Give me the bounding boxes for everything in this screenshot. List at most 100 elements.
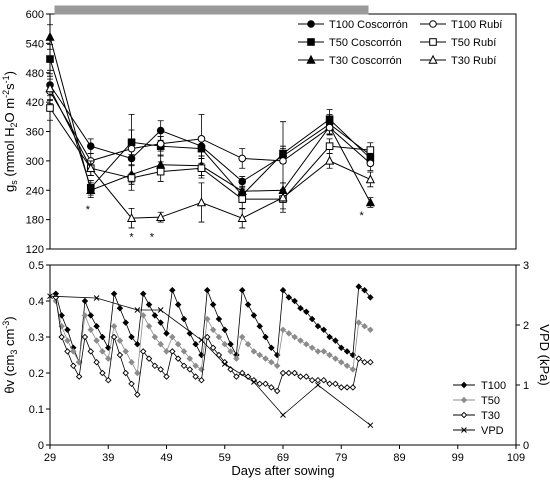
series-gs-4 <box>46 95 375 210</box>
data-point <box>238 154 247 163</box>
data-point <box>157 366 164 373</box>
data-point <box>279 157 287 165</box>
data-point <box>244 301 252 308</box>
data-point <box>180 315 188 323</box>
data-point <box>237 212 247 222</box>
data-point <box>128 380 135 388</box>
data-point <box>291 333 298 341</box>
data-point <box>81 333 89 341</box>
data-point <box>156 126 165 135</box>
y2-tick-label: 2 <box>523 320 529 332</box>
data-point <box>355 355 362 362</box>
data-point <box>343 362 351 370</box>
series-moisture-1 <box>52 297 374 377</box>
y-axis-label-part: 3 <box>9 350 19 355</box>
data-point <box>75 373 83 380</box>
data-point <box>326 351 333 359</box>
data-point <box>47 293 53 300</box>
y-axis-label-part: s <box>2 83 17 90</box>
data-point <box>87 312 95 319</box>
data-point <box>122 348 129 355</box>
data-point <box>332 355 339 362</box>
y-tick-label: 420 <box>26 97 44 109</box>
series-gs-1 <box>46 43 375 203</box>
legend-marker <box>428 54 438 64</box>
data-point <box>326 333 333 341</box>
data-point <box>93 358 100 366</box>
data-point <box>174 355 182 362</box>
data-point <box>250 348 258 355</box>
data-point <box>204 333 211 341</box>
x-axis-label: Days after sowing <box>231 463 334 478</box>
data-point <box>209 326 217 334</box>
y2-tick-label: 3 <box>523 260 529 272</box>
data-point <box>325 123 334 132</box>
data-point <box>180 348 188 355</box>
y-tick-label: 0.2 <box>29 368 44 380</box>
y-tick-label: 360 <box>26 127 44 139</box>
data-point <box>163 373 170 380</box>
data-point <box>105 355 112 362</box>
data-point <box>268 344 275 352</box>
data-point <box>297 337 304 344</box>
data-point <box>320 376 328 384</box>
y-axis-label-part: ) <box>2 316 17 320</box>
legend: T100 Coscorrón T50 Coscorrón T30 Coscorrón… <box>298 19 502 67</box>
data-point <box>139 290 147 298</box>
x-tick-label: 99 <box>452 452 464 464</box>
legend-marker <box>429 20 437 28</box>
data-point <box>308 344 316 352</box>
data-point <box>197 135 206 143</box>
data-point <box>285 369 293 377</box>
data-point <box>291 297 298 305</box>
legend-marker <box>461 427 467 433</box>
data-point <box>367 326 374 334</box>
data-point <box>233 355 240 362</box>
data-point <box>204 286 211 294</box>
x-tick-label: 39 <box>102 452 114 464</box>
data-point <box>134 369 141 377</box>
data-point <box>139 312 147 319</box>
data-point <box>134 391 141 398</box>
y-tick-label: 0 <box>38 440 44 452</box>
legend-marker <box>306 54 316 64</box>
data-point <box>87 348 95 355</box>
data-point <box>268 384 275 391</box>
data-point <box>46 55 54 63</box>
data-point <box>320 326 328 334</box>
y-axis-label-part: -1 <box>1 75 11 83</box>
data-point <box>192 373 199 380</box>
y-axis-label-part: s <box>9 180 19 185</box>
x-tick-label: 89 <box>393 452 405 464</box>
data-point <box>262 380 269 388</box>
data-point <box>128 333 135 341</box>
data-point <box>291 369 298 377</box>
data-point <box>314 348 322 355</box>
data-point <box>93 295 100 301</box>
data-point <box>156 139 165 148</box>
data-point <box>285 294 293 301</box>
data-point <box>256 322 263 330</box>
data-point <box>280 412 286 418</box>
data-point <box>163 330 170 337</box>
data-point <box>315 382 321 388</box>
data-point <box>238 333 246 341</box>
series-moisture-2 <box>52 294 374 398</box>
data-point <box>209 301 217 308</box>
y-axis-label-part: g <box>2 185 17 192</box>
data-point <box>233 373 240 380</box>
x-tick-label: 79 <box>335 452 347 464</box>
data-point <box>64 326 71 334</box>
data-point <box>308 315 316 323</box>
data-point <box>355 319 362 326</box>
data-point <box>314 322 322 330</box>
data-point <box>262 333 269 341</box>
data-point <box>361 322 368 330</box>
data-point <box>70 362 77 370</box>
data-point <box>227 348 234 355</box>
data-point <box>64 337 71 344</box>
data-point <box>116 351 124 359</box>
data-point <box>349 384 357 391</box>
data-point <box>273 387 281 395</box>
y-tick-label: 240 <box>26 185 44 197</box>
